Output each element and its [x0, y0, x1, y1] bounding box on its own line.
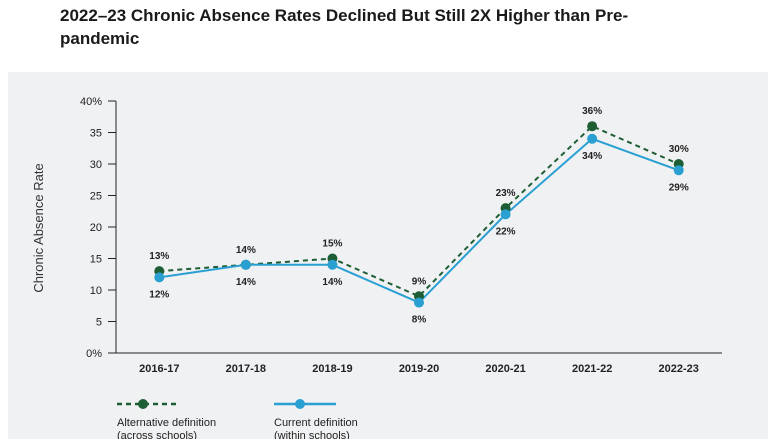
x-tick-label: 2020-21	[485, 363, 525, 375]
data-point-current	[673, 165, 684, 176]
y-tick-label: 25	[90, 191, 102, 203]
data-label-alternative: 23%	[496, 188, 516, 199]
x-tick-label: 2022-23	[659, 363, 699, 375]
legend-label: Current definition	[274, 417, 358, 429]
y-tick-label: 5	[96, 317, 102, 329]
x-tick-label: 2019-20	[399, 363, 439, 375]
data-label-current: 14%	[322, 277, 342, 288]
x-tick-label: 2016-17	[139, 363, 179, 375]
data-label-alternative: 14%	[236, 245, 256, 256]
chart-panel	[8, 72, 768, 439]
y-tick-label: 30	[90, 159, 102, 171]
data-label-current: 29%	[669, 182, 689, 193]
data-label-alternative: 13%	[149, 251, 169, 262]
data-label-alternative: 15%	[322, 239, 342, 250]
x-tick-label: 2021-22	[572, 363, 612, 375]
data-point-current	[154, 272, 165, 283]
y-tick-label: 10	[90, 285, 102, 297]
data-label-current: 14%	[236, 277, 256, 288]
data-labels: 13% 14% 15% 9% 23% 36% 30% 12% 14% 14% 8% 22% 34% 29%	[149, 106, 689, 325]
data-label-alternative: 36%	[582, 106, 602, 117]
axes: 0% 5 10 15 20 25 30 35 40% 2016-17 2017-18 2018-19 2…	[80, 96, 722, 375]
y-tick-label: 20	[90, 222, 102, 234]
data-point-current	[327, 259, 338, 270]
legend: Alternative definition(across schools) Cu…	[117, 399, 358, 439]
legend-swatch-marker	[295, 399, 305, 409]
legend-label-sub: (within schools)	[274, 430, 350, 439]
data-point-current	[240, 259, 251, 270]
y-tick-label: 0%	[86, 348, 102, 360]
data-label-alternative: 30%	[669, 144, 689, 155]
legend-label: Alternative definition	[117, 417, 216, 429]
legend-label-sub: (across schools)	[117, 430, 197, 439]
legend-swatch-marker	[138, 399, 148, 409]
chart-title: 2022–23 Chronic Absence Rates Declined B…	[60, 6, 629, 48]
x-tick-label: 2017-18	[226, 363, 266, 375]
data-label-current: 34%	[582, 151, 602, 162]
data-label-current: 12%	[149, 289, 169, 300]
y-tick-label: 40%	[80, 96, 102, 108]
x-tick-label: 2018-19	[312, 363, 352, 375]
data-point-current	[587, 133, 598, 144]
data-label-current: 8%	[412, 315, 427, 326]
series-lines	[154, 121, 684, 308]
data-point-current	[414, 297, 424, 308]
y-axis-title: Chronic Absence Rate	[31, 163, 46, 292]
y-tick-label: 35	[90, 128, 102, 140]
data-point-current	[500, 209, 511, 220]
data-label-current: 22%	[496, 226, 516, 237]
y-tick-label: 15	[90, 254, 102, 266]
data-point-alternative	[587, 121, 598, 132]
data-label-alternative: 9%	[412, 276, 427, 287]
